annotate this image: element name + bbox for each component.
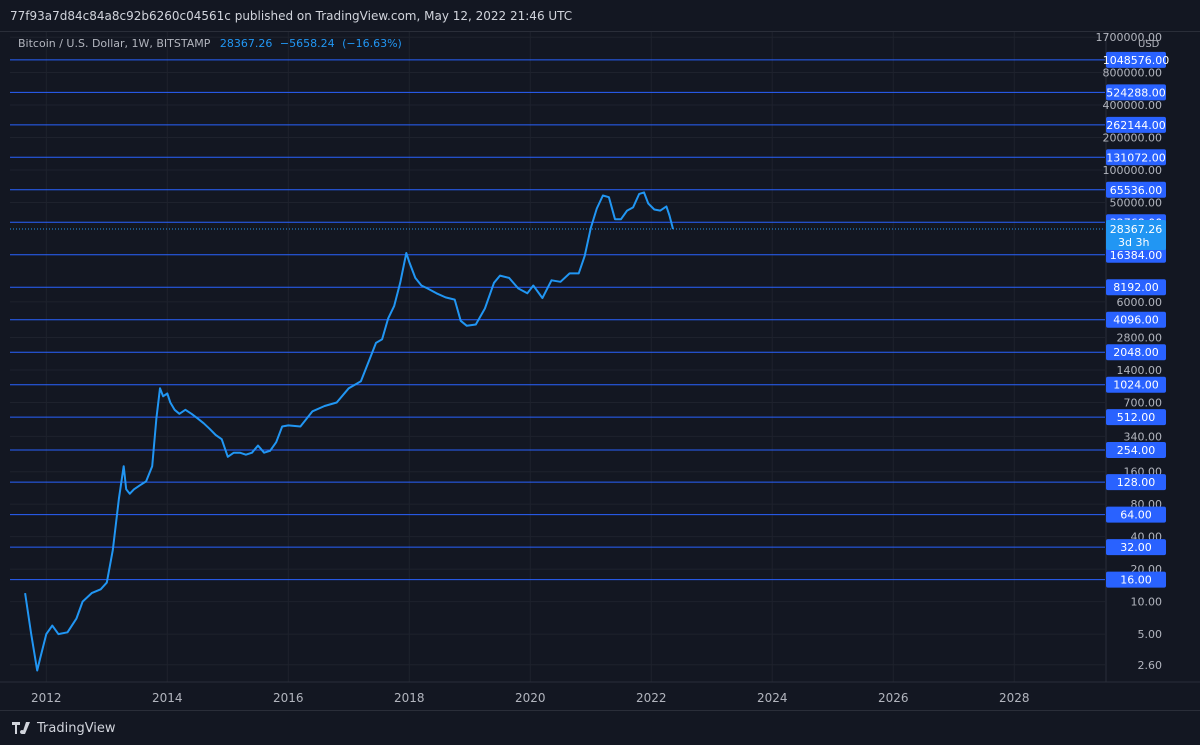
x-tick-label: 2026 [878,691,909,705]
level-label: 16384.00 [1110,249,1163,262]
y-tick-label: 700.00 [1124,397,1163,410]
currency-label: USD [1138,39,1160,50]
symbol-title: Bitcoin / U.S. Dollar, 1W, BITSTAMP [18,37,211,50]
x-tick-label: 2018 [394,691,425,705]
level-label: 512.00 [1117,411,1156,424]
x-tick-label: 2014 [152,691,183,705]
grid [10,32,1105,682]
level-label: 32.00 [1120,541,1152,554]
price-chart[interactable]: 1700000.00 800000.00 400000.00 200000.00 100… [0,32,1200,710]
legend-last: 28367.26 [219,37,273,50]
horizontal-levels [10,59,1105,581]
level-label-bg [1106,181,1166,198]
publish-header: 77f93a7d84c84a8c92b6260c04561c published… [0,0,1200,32]
level-label-bg [1106,376,1166,393]
level-label: 8192.00 [1113,281,1159,294]
level-label-bg [1106,279,1166,296]
level-label: 128.00 [1117,476,1156,489]
y-tick-label: 340.00 [1124,430,1163,443]
level-label-bg [1106,116,1166,133]
level-label: 262144.00 [1106,119,1166,132]
x-axis-ticks: 2012 2014 2016 2018 2020 2022 2024 2026 2028 [31,691,1030,705]
level-label-bg [1106,84,1166,101]
level-label-bg [1106,474,1166,491]
footer-brand[interactable]: TradingView [37,720,116,736]
y-axis-ticks: 1700000.00 800000.00 400000.00 200000.00 100… [1096,32,1162,672]
level-label: 524288.00 [1106,86,1166,99]
y-tick-label: 100000.00 [1103,164,1163,177]
x-tick-label: 2022 [636,691,667,705]
last-price-value: 28367.26 [1110,223,1163,236]
level-label-bg [1106,539,1166,556]
level-label: 131072.00 [1106,151,1166,164]
last-price-bg [1106,220,1166,251]
level-label-bg [1106,506,1166,523]
legend-change-pct: (−16.63%) [342,37,402,50]
level-label-bg [1106,246,1166,263]
level-label-bg [1106,571,1166,588]
y-tick-label: 2.60 [1138,659,1163,672]
level-label: 1048576.00 [1103,54,1169,67]
y-tick-label: 200000.00 [1103,132,1163,145]
y-tick-label: 10.00 [1131,596,1163,609]
x-tick-label: 2012 [31,691,62,705]
y-tick-label: 50000.00 [1110,196,1163,209]
publish-header-text: 77f93a7d84c84a8c92b6260c04561c published… [10,9,573,23]
x-tick-label: 2028 [999,691,1030,705]
level-label: 2048.00 [1113,346,1159,359]
series-line-btcusd [24,191,674,672]
level-label: 65536.00 [1110,184,1163,197]
x-tick-label: 2024 [757,691,788,705]
level-label-bg [1106,51,1166,68]
level-label: 16.00 [1120,574,1152,587]
y-tick-label: 1400.00 [1117,364,1163,377]
level-label: 254.00 [1117,444,1156,457]
level-label: 64.00 [1120,509,1152,522]
symbol-legend: Bitcoin / U.S. Dollar, 1W, BITSTAMP 2836… [18,37,402,50]
y-tick-label: 800000.00 [1103,67,1163,80]
last-price-countdown: 3d 3h [1118,236,1149,249]
y-tick-label: 1700000.00 [1096,32,1162,44]
level-label-bg [1106,344,1166,361]
level-label-bg [1106,149,1166,166]
y-tick-label: 5.00 [1138,628,1163,641]
y-tick-label: 2800.00 [1117,332,1163,345]
level-label-bg [1106,442,1166,459]
footer: TradingView [0,710,1200,745]
x-tick-label: 2020 [515,691,546,705]
y-tick-label: 6000.00 [1117,296,1163,309]
level-labels: 1048576.00 524288.00 262144.00 131072.00 655… [1103,51,1169,588]
y-tick-label: 400000.00 [1103,99,1163,112]
level-label-bg [1106,311,1166,328]
tradingview-logo-icon[interactable] [12,722,32,734]
legend-change: −5658.24 [279,37,335,50]
level-label: 1024.00 [1113,379,1159,392]
x-tick-label: 2016 [273,691,304,705]
level-label-bg [1106,409,1166,426]
level-label: 4096.00 [1113,314,1159,327]
